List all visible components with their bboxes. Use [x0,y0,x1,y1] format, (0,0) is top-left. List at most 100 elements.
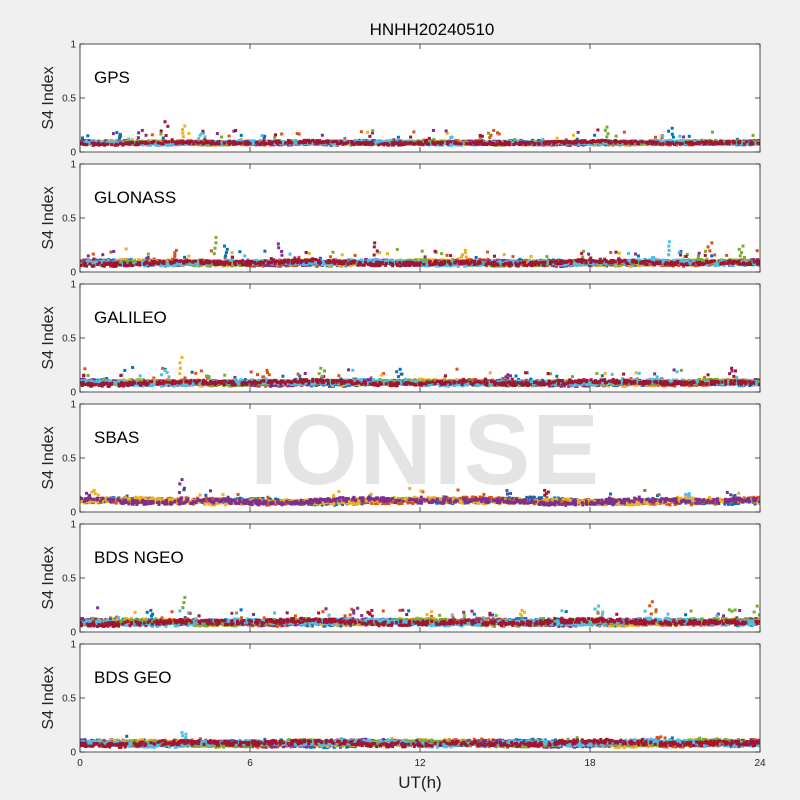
data-point [675,143,679,147]
spike-point [605,135,609,139]
data-point [606,139,610,143]
data-point [164,143,168,147]
data-point [388,141,392,145]
data-point [555,136,559,140]
data-point [618,141,622,145]
data-point [217,140,221,144]
data-point [317,140,321,144]
data-point [673,142,677,146]
data-point [327,140,331,144]
data-point [679,139,683,143]
data-point [402,142,406,146]
data-point [385,139,389,143]
data-point [230,141,234,145]
data-point [568,143,572,147]
spike-point [144,133,148,137]
data-point [471,140,475,144]
data-point [696,141,700,145]
data-point [215,132,219,136]
data-point [194,139,198,143]
spike-point [671,135,675,139]
data-point [208,141,212,145]
data-point [370,143,374,147]
data-point [237,141,241,145]
spike-point [200,132,204,136]
data-point [141,143,145,147]
data-point [82,142,86,146]
data-point [260,134,264,138]
data-point [508,141,512,145]
data-point [83,139,87,143]
spike-point [119,134,123,138]
data-point [127,137,131,141]
data-point [421,138,425,142]
data-point [586,140,590,144]
data-point [632,140,636,144]
data-point [239,141,243,145]
data-point [371,129,375,133]
data-point [625,141,629,145]
data-point [741,141,745,145]
data-point [346,140,350,144]
data-point [737,140,741,144]
data-point [394,141,398,145]
data-point [543,140,547,144]
data-point [712,142,716,146]
data-point [272,141,276,145]
data-point [409,135,413,139]
data-point [350,142,354,146]
data-point [412,130,416,134]
data-point [634,139,638,143]
data-point [388,139,392,143]
data-point [687,141,691,145]
data-point [386,143,390,147]
data-point [477,142,481,146]
data-point [427,136,431,140]
data-point [721,142,725,146]
data-point [297,132,301,136]
data-point [156,141,160,145]
data-point [521,140,525,144]
data-point [217,142,221,146]
data-point [565,142,569,146]
data-point [477,140,481,144]
data-point [684,141,688,145]
data-point [621,141,625,145]
data-point [493,143,497,147]
data-point [201,141,205,145]
data-point [227,140,231,144]
data-point [445,131,449,135]
data-point [232,129,236,133]
data-point [129,258,133,262]
data-point [161,136,165,140]
data-point [232,140,236,144]
data-point [401,142,405,146]
data-point [99,143,103,147]
data-point [203,137,207,141]
data-point [454,141,458,145]
data-point [136,143,140,147]
data-point [678,134,682,138]
data-point [369,140,373,144]
data-point [524,141,528,145]
data-point [462,141,466,145]
y-axis-label: S4 Index [40,66,57,129]
axes-face [80,44,760,152]
data-point [661,142,665,146]
data-point [168,142,172,146]
data-point [408,141,412,145]
data-point [242,142,246,146]
data-point [173,140,177,144]
data-point [276,141,280,145]
data-point [106,140,110,144]
data-point [641,140,645,144]
data-point [502,142,506,146]
data-point [749,141,753,145]
data-point [465,142,469,146]
data-point [304,140,308,144]
data-point [81,139,85,143]
data-point [751,142,755,146]
data-point [680,142,684,146]
y-tick-label: 0 [70,148,76,159]
